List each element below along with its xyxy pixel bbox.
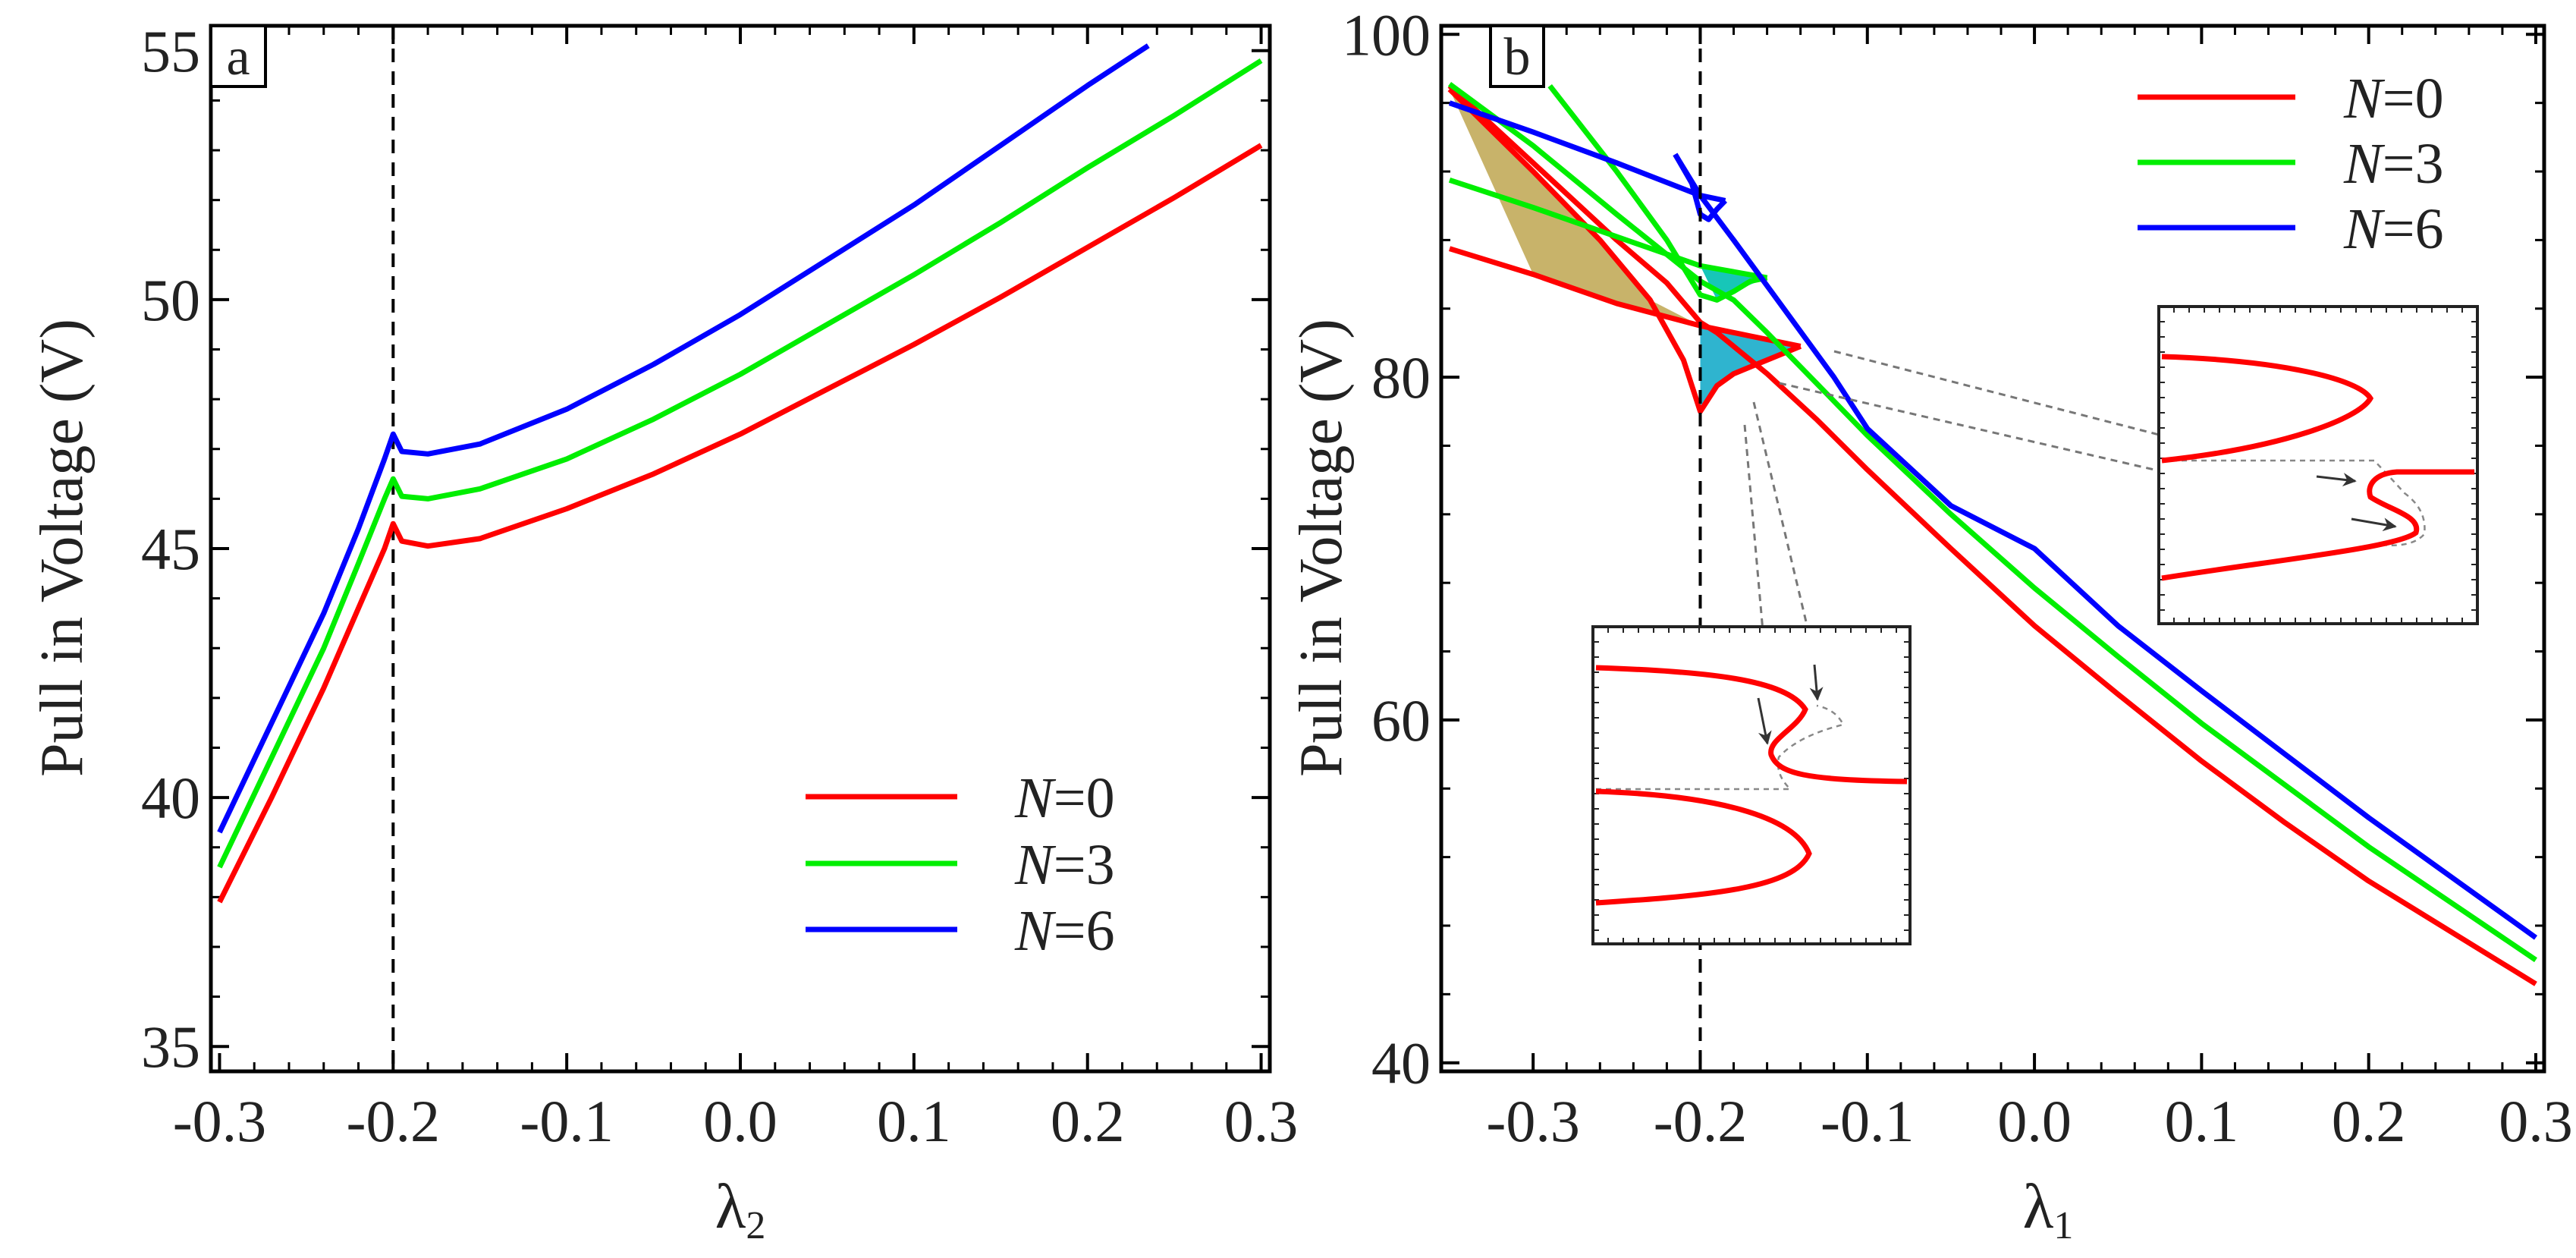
panel-a-ytick-label: 55: [141, 18, 200, 84]
panel-b: -0.3 -0.2 -0.1 0.0 0.1 0.2 0.3 40 60 80 100: [1288, 2, 2573, 1247]
panel-a-ytick-label: 35: [141, 1014, 200, 1080]
inset-right-curve-upper: [2161, 354, 2374, 464]
panel-a: -0.3 -0.2 -0.1 0.0 0.1 0.2 0.3 35 40 45 50 55 a N=0…: [29, 18, 1298, 1247]
inset-right-ticks: [2159, 307, 2477, 624]
panel-b-ylabel: Pull in Voltage (V): [1288, 319, 1355, 777]
inset-left-ticks: [1593, 627, 1910, 944]
panel-b-letter-box: [1489, 24, 1545, 88]
inset-left-arrow-2: [1809, 664, 1824, 701]
panel-a-letter: a: [226, 28, 250, 86]
panel-b-series-n0-branch-2: [1447, 83, 2537, 986]
panel-a-xtick-label: 0.3: [1224, 1088, 1299, 1154]
panel-b-cyan-region: [1700, 326, 1801, 412]
panel-a-ticks: -0.3 -0.2 -0.1 0.0 0.1 0.2 0.3 35 40 45 50 55: [141, 18, 1298, 1154]
panel-b-xtick-label: 0.0: [1997, 1088, 2072, 1154]
panel-a-legend: N=0 N=3 N=6: [806, 766, 1115, 963]
panel-b-xtick-label: -0.1: [1820, 1088, 1914, 1154]
panel-b-xlabel: λ1: [2023, 1172, 2074, 1247]
inset-left-curve-lower: [1595, 788, 1812, 906]
panel-a-ytick-label: 45: [141, 516, 200, 582]
panel-a-ytick-label: 40: [141, 765, 200, 831]
panel-b-frame: [1439, 24, 2546, 1074]
legend-b-label-n6: N=6: [2343, 197, 2444, 261]
panel-a-series-n6-line: [217, 43, 1150, 834]
inset-left-curve-upper: [1595, 665, 1908, 785]
legend-a-label-n0: N=0: [1014, 766, 1115, 830]
callout-line-4: [1752, 401, 1817, 664]
legend-a-label-n3: N=3: [1014, 833, 1115, 897]
panel-b-series-n3-branch-1: [1547, 83, 1768, 303]
legend-b-label-n3: N=3: [2343, 132, 2444, 196]
inset-left-arrow-1: [1757, 697, 1772, 745]
panel-a-xtick-label: 0.0: [703, 1088, 778, 1154]
panel-b-xtick-label: 0.2: [2332, 1088, 2406, 1154]
panel-b-letter: b: [1504, 28, 1531, 86]
panel-a-xtick-label: 0.2: [1051, 1088, 1125, 1154]
legend-a-label-n6: N=6: [1014, 899, 1115, 963]
inset-right-curve-lower: [2161, 469, 2474, 581]
panel-b-xtick-label: 0.3: [2499, 1088, 2573, 1154]
panel-b-xtick-label: -0.3: [1486, 1088, 1579, 1154]
panel-a-xtick-label: 0.1: [877, 1088, 951, 1154]
panel-a-xtick-label: -0.3: [173, 1088, 266, 1154]
panel-a-series-n0-line: [217, 143, 1263, 904]
inset-left-dashed-outline: [1596, 704, 1845, 791]
panel-b-olive-region: [1450, 89, 1701, 326]
panel-b-series-n6-branch-2: [1673, 153, 2538, 940]
panel-b-series-n6-branch-0: [1448, 100, 1726, 203]
panel-a-xlabel: λ2: [715, 1172, 766, 1247]
panel-b-series-n3-branch-2: [1447, 81, 2537, 963]
callout-line-3: [1743, 424, 1770, 700]
panel-b-series-n3-branch-0: [1448, 177, 1768, 281]
panel-a-ytick-label: 50: [141, 267, 200, 333]
panel-a-letter-box: [209, 24, 267, 88]
panel-b-ytick-label: 100: [1342, 2, 1431, 68]
panel-b-xtick-label: -0.2: [1654, 1088, 1747, 1154]
inset-right-frame: [2157, 305, 2479, 625]
panel-b-ytick-label: 40: [1371, 1030, 1431, 1096]
panel-b-ticks: -0.3 -0.2 -0.1 0.0 0.1 0.2 0.3 40 60 80 100: [1342, 2, 2573, 1154]
panel-b-ytick-label: 80: [1371, 344, 1431, 410]
panel-b-inset-left: [1591, 625, 1912, 945]
legend-b-label-n0: N=0: [2343, 67, 2444, 131]
panel-b-series-lines: [1447, 81, 2538, 986]
inset-right-arrow-2: [2351, 517, 2397, 532]
panel-a-xtick-label: -0.2: [347, 1088, 440, 1154]
panel-a-series-n3-line: [217, 58, 1263, 869]
panel-b-legend: N=0 N=3 N=6: [2138, 67, 2444, 261]
inset-right-arrow-1: [2316, 473, 2357, 487]
panel-a-xtick-label: -0.1: [520, 1088, 613, 1154]
panel-a-ylabel: Pull in Voltage (V): [29, 319, 96, 777]
panel-b-ytick-label: 60: [1371, 687, 1431, 753]
inset-left-frame: [1591, 625, 1912, 945]
panel-b-inset-right: [2157, 305, 2479, 625]
callout-line-2: [1779, 382, 2375, 522]
panel-b-xtick-label: 0.1: [2165, 1088, 2239, 1154]
